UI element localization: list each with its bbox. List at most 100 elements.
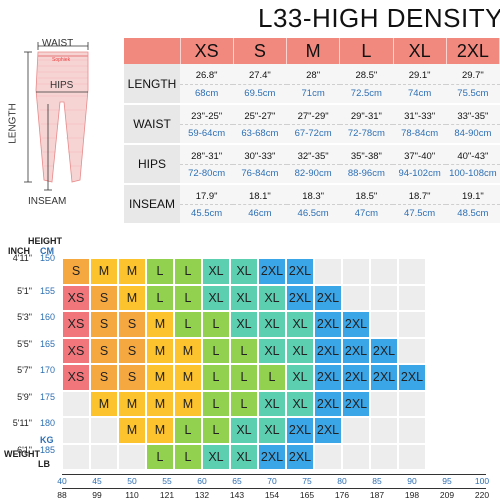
- height-inch-label: 5'9": [17, 391, 32, 402]
- kg-tick-label: 75: [302, 476, 312, 486]
- size-cell: S: [90, 311, 118, 338]
- size-cell: M: [174, 364, 202, 391]
- size-cell: L: [174, 311, 202, 338]
- kg-tick-label: 45: [92, 476, 102, 486]
- kg-tick-label: 65: [232, 476, 242, 486]
- size-cell: L: [174, 258, 202, 285]
- inch-value: 28.5": [339, 64, 393, 84]
- cm-value: 75.5cm: [446, 83, 500, 105]
- empty-cell: [342, 417, 370, 444]
- size-cell: L: [230, 390, 258, 417]
- lb-tick-label: 99: [92, 490, 102, 500]
- inch-value: 27"-29": [286, 104, 340, 124]
- inch-value: 18.1": [233, 184, 287, 204]
- brand-logo: Sophiek: [52, 57, 71, 63]
- inch-title: INCH: [8, 246, 30, 256]
- size-cell: L: [258, 364, 286, 391]
- size-cell: 2XL: [314, 390, 342, 417]
- size-header: S: [233, 38, 288, 64]
- size-cell: L: [146, 258, 174, 285]
- cm-value: 68cm: [180, 83, 234, 105]
- leggings-illustration: [24, 42, 89, 191]
- cm-value: 59-64cm: [180, 123, 234, 145]
- size-cell: M: [118, 258, 146, 285]
- empty-cell: [90, 417, 118, 444]
- size-header: XS: [180, 38, 234, 64]
- lb-tick-label: 143: [229, 490, 245, 500]
- size-cell: 2XL: [342, 390, 370, 417]
- kg-tick-label: 85: [372, 476, 382, 486]
- height-weight-chart: HEIGHT INCH CM KG WEIGHT LB S M M L L XL XL 2XL…: [0, 236, 500, 500]
- size-cell: XL: [286, 337, 314, 364]
- size-cell: 2XL: [286, 284, 314, 311]
- size-cell: M: [146, 337, 174, 364]
- cm-value: 48.5cm: [446, 203, 500, 225]
- cm-value: 76-84cm: [233, 163, 287, 185]
- kg-title: KG: [40, 435, 54, 445]
- cm-value: 67-72cm: [286, 123, 340, 145]
- height-inch-label: 5'11": [12, 418, 32, 428]
- size-cell: S: [118, 337, 146, 364]
- inch-value: 25"-27": [233, 104, 287, 124]
- size-cell: XL: [202, 258, 230, 285]
- size-cell: 2XL: [286, 258, 314, 285]
- size-cell: XL: [286, 364, 314, 391]
- height-inch-label: 5'3": [17, 312, 32, 322]
- height-inch-label: 5'5": [17, 338, 32, 349]
- cm-value: 45.5cm: [180, 203, 234, 225]
- inch-value: 27.4": [233, 64, 287, 84]
- size-cell: 2XL: [258, 443, 286, 470]
- cm-value: 71cm: [286, 83, 340, 105]
- header-corner: [124, 38, 181, 64]
- size-cell: XL: [286, 311, 314, 338]
- kg-tick-label: 60: [197, 476, 207, 486]
- empty-cell: [118, 443, 146, 470]
- size-cell: L: [230, 364, 258, 391]
- size-cell: 2XL: [314, 284, 342, 311]
- measurement-label: WAIST: [124, 104, 180, 145]
- inch-value: 40"-43": [446, 144, 500, 164]
- cm-value: 74cm: [393, 83, 447, 105]
- cm-title: CM: [40, 246, 54, 256]
- size-cell: S: [118, 311, 146, 338]
- inch-value: 33"-35": [446, 104, 500, 124]
- inch-value: 17.9": [180, 184, 234, 204]
- lb-title: LB: [38, 459, 50, 469]
- size-header: 2XL: [446, 38, 500, 64]
- lb-tick-label: 209: [439, 490, 455, 500]
- inch-value: 28"-31": [180, 144, 234, 164]
- size-cell: S: [118, 364, 146, 391]
- weight-title: WEIGHT: [4, 449, 40, 459]
- kg-tick-label: 80: [337, 476, 347, 486]
- lb-tick-label: 220: [474, 490, 490, 500]
- size-cell: M: [118, 390, 146, 417]
- inch-value: 37"-40": [393, 144, 447, 164]
- measurement-row: WAIST 23"-25" 25"-27" 27"-29" 29"-31" 31"-33"…: [124, 104, 500, 145]
- inch-value: 32"-35": [286, 144, 340, 164]
- size-cell: M: [90, 390, 118, 417]
- chart-title: L33-HIGH DENSITY: [258, 3, 500, 33]
- size-cell: L: [174, 417, 202, 444]
- inch-value: 18.5": [339, 184, 393, 204]
- lb-tick-label: 154: [264, 490, 280, 500]
- size-cell: M: [146, 390, 174, 417]
- inch-value: 30"-33": [233, 144, 287, 164]
- kg-tick-label: 55: [162, 476, 172, 486]
- kg-tick-label: 70: [267, 476, 277, 486]
- size-cell: 2XL: [398, 364, 426, 391]
- size-cell: M: [146, 311, 174, 338]
- size-cell: XL: [230, 443, 258, 470]
- size-cell: L: [146, 443, 174, 470]
- size-cell: XL: [286, 390, 314, 417]
- cm-value: 46cm: [233, 203, 287, 225]
- kg-tick-label: 100: [474, 476, 490, 486]
- cm-value: 88-96cm: [339, 163, 393, 185]
- empty-cell: [370, 390, 398, 417]
- inch-value: 29.1": [393, 64, 447, 84]
- size-header-row: XS S M L XL 2XL: [124, 38, 500, 64]
- size-cell: XL: [258, 284, 286, 311]
- size-cell: S: [90, 337, 118, 364]
- size-cell: XL: [230, 417, 258, 444]
- size-cell: L: [202, 364, 230, 391]
- size-cell: L: [230, 337, 258, 364]
